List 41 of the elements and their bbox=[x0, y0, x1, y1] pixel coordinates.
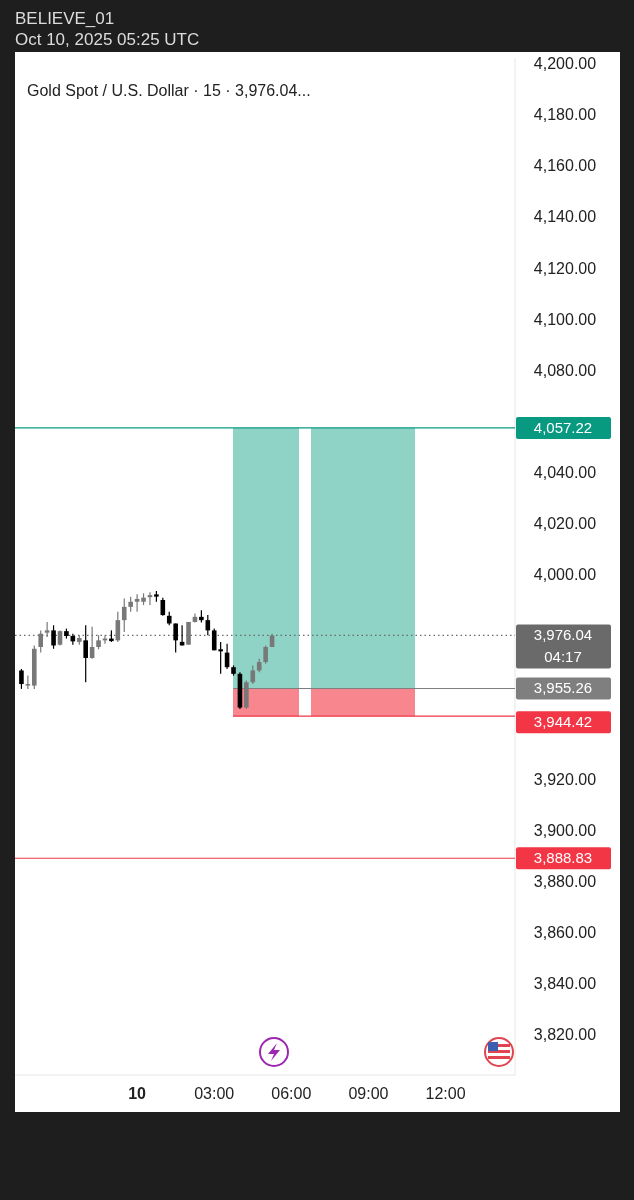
x-tick-label: 03:00 bbox=[194, 1085, 235, 1102]
y-tick-label: 4,000.00 bbox=[533, 566, 597, 584]
ref-line-label: 3,944.42 bbox=[533, 713, 593, 731]
text: Oct 10, 2025 05:25 UTC bbox=[15, 30, 200, 49]
ref-line-label: 3,976.04 bbox=[533, 626, 593, 644]
candlestick bbox=[263, 644, 268, 665]
candlestick bbox=[250, 664, 256, 685]
text: BELIEVE_01 bbox=[15, 9, 115, 28]
candlestick bbox=[19, 668, 24, 690]
x-tick-label: 09:00 bbox=[348, 1085, 389, 1102]
candlestick bbox=[44, 621, 50, 638]
y-tick-label: 4,040.00 bbox=[533, 463, 597, 481]
candlestick bbox=[121, 597, 127, 633]
candlestick bbox=[134, 593, 140, 613]
candlestick bbox=[83, 624, 88, 683]
y-tick-label: 4,020.00 bbox=[533, 515, 597, 533]
text: 04:17 bbox=[544, 648, 582, 666]
x-tick-label: 10 bbox=[128, 1085, 147, 1102]
y-tick-label: 4,180.00 bbox=[533, 106, 597, 124]
ref-line-label: 4,057.22 bbox=[533, 418, 593, 436]
y-tick-label: 3,880.00 bbox=[533, 872, 597, 890]
y-tick-label: 4,100.00 bbox=[533, 310, 597, 328]
candlestick bbox=[51, 624, 56, 650]
y-tick-label: 3,860.00 bbox=[533, 923, 597, 941]
candlestick bbox=[38, 629, 44, 654]
y-tick-label: 3,840.00 bbox=[533, 975, 597, 993]
x-tick-label: 12:00 bbox=[425, 1085, 466, 1102]
ref-line-label: 3,955.26 bbox=[533, 679, 593, 697]
ref-line-label: 3,888.83 bbox=[533, 849, 593, 867]
y-tick-label: 4,080.00 bbox=[533, 361, 597, 379]
y-tick-label: 3,900.00 bbox=[533, 821, 597, 839]
text: Gold Spot / U.S. Dollar · 15 · 3,976.04... bbox=[27, 82, 311, 99]
y-tick-label: 3,820.00 bbox=[533, 1026, 597, 1044]
candlestick bbox=[173, 622, 178, 654]
y-tick-label: 3,920.00 bbox=[533, 770, 597, 788]
y-tick-label: 4,140.00 bbox=[533, 208, 597, 226]
y-tick-label: 4,200.00 bbox=[533, 55, 597, 73]
x-tick-label: 06:00 bbox=[271, 1085, 312, 1102]
y-tick-label: 4,160.00 bbox=[533, 157, 597, 175]
candlestick bbox=[25, 675, 31, 690]
y-tick-label: 4,120.00 bbox=[533, 259, 597, 277]
